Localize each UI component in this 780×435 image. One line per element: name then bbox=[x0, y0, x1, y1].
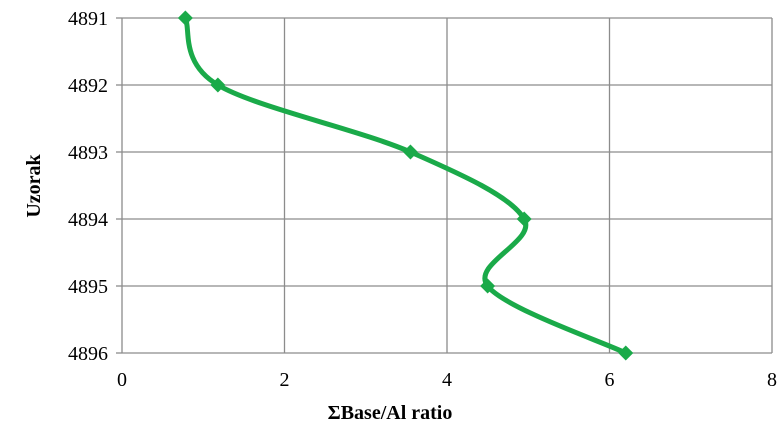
y-axis-title: Uzorak bbox=[23, 153, 45, 217]
y-tick-label: 4893 bbox=[68, 142, 108, 164]
x-tick-label: 8 bbox=[767, 369, 777, 391]
grid-lines bbox=[116, 18, 772, 353]
series-layer bbox=[178, 11, 633, 361]
x-tick-label: 0 bbox=[117, 369, 127, 391]
y-tick-label: 4894 bbox=[68, 209, 108, 231]
data-point-marker bbox=[178, 11, 193, 26]
x-tick-label: 4 bbox=[442, 369, 452, 391]
x-axis-title: ΣBase/Al ratio bbox=[328, 402, 453, 424]
y-tick-label: 4891 bbox=[68, 8, 108, 30]
tick-labels: 0 2 4 6 8 4891 4892 4893 4894 4895 4896 bbox=[68, 8, 777, 391]
y-tick-label: 4896 bbox=[68, 343, 108, 365]
data-point-marker bbox=[403, 145, 418, 160]
x-tick-label: 6 bbox=[605, 369, 615, 391]
y-tick-label: 4895 bbox=[68, 276, 108, 298]
series-line bbox=[185, 18, 625, 353]
x-tick-label: 2 bbox=[280, 369, 290, 391]
y-tick-label: 4892 bbox=[68, 75, 108, 97]
data-point-marker bbox=[618, 346, 633, 361]
